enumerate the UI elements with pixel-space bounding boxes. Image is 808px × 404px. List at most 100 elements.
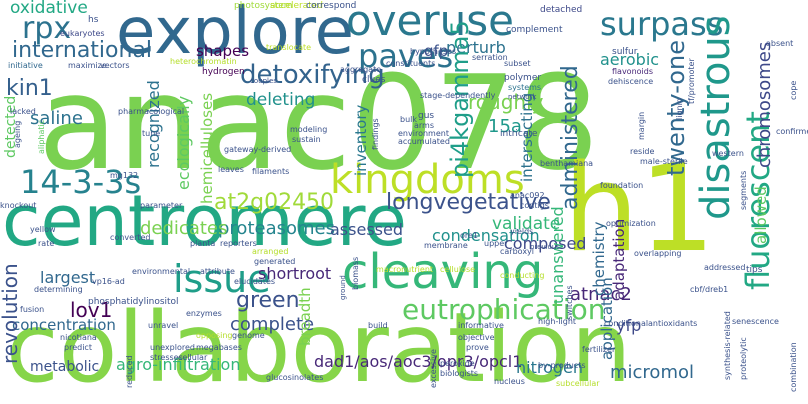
word-tune: tune — [142, 129, 161, 138]
word-benthamiana: benthamiana — [540, 159, 594, 168]
word-lacked: lacked — [10, 107, 36, 116]
word-constituents: constituents — [386, 59, 436, 68]
word-previous: previous — [530, 243, 560, 251]
word-stresses: stresses — [150, 353, 183, 362]
word-atnac2: atnac2 — [570, 284, 632, 305]
word-breadth: breadth — [296, 287, 314, 346]
word-inventory: inventory — [352, 104, 370, 176]
word-fluorescent: detoxifying — [240, 60, 385, 90]
word-dr-waheed: conducting — [500, 271, 545, 280]
word-nitrogen: nitrogen — [516, 358, 584, 377]
word-revolution: revolution — [0, 263, 22, 364]
word-combination: margin — [637, 111, 646, 140]
word-nucleus: biologists — [440, 369, 479, 378]
word-environment: environment — [398, 129, 449, 138]
word-antioxidants: antioxidants — [648, 319, 698, 328]
word-addressed: addressed — [704, 263, 746, 272]
word-findings: absent — [766, 39, 794, 48]
word-vp16-ad: vp16-ad — [92, 277, 125, 286]
word-maximize: maximize — [68, 61, 107, 70]
word-centromere: centromere — [2, 180, 407, 262]
word-systems: systems — [508, 83, 542, 92]
word-nicotiana: nicotiana — [60, 333, 97, 342]
word-14-3-3s: 14-3-3s — [20, 163, 142, 201]
word-optimization: findings — [371, 118, 380, 150]
word-international: international — [12, 38, 153, 63]
word-build: build — [368, 321, 388, 330]
word-15a: 15a — [488, 116, 522, 137]
word-ageing: ageing — [13, 120, 22, 148]
word-excessive: subcellular — [556, 379, 600, 388]
word-attribute: attribute — [200, 267, 235, 276]
word-biologists: glucosinolates — [266, 373, 324, 382]
word-network: network — [508, 93, 537, 101]
word-validate: validate — [492, 214, 561, 234]
word-heterochromatin: heterochromatin — [170, 57, 237, 66]
word-modeling: modeling — [290, 125, 328, 134]
word-segments: lignin — [675, 98, 684, 120]
word-senescence: senescence — [732, 317, 779, 326]
word-vectors: vectors — [100, 61, 130, 70]
word-predict: predict — [64, 343, 92, 352]
word-environmental: environmental — [132, 267, 191, 276]
word-aliphatic: aliphatic — [37, 119, 46, 154]
word-cleaving: cleaving — [342, 244, 544, 300]
word-aggregate: aggregate — [340, 65, 382, 74]
word-elucidates: elucidates — [234, 277, 276, 286]
word-conducting: cope — [789, 80, 798, 100]
word-gateway-derived: gateway-derived — [224, 145, 292, 154]
word-proteasomes: proteasomes — [218, 218, 335, 239]
word-stage-dependently: ground — [339, 275, 347, 300]
word-green: green — [236, 288, 300, 313]
word-overlapping: overlapping — [634, 249, 682, 258]
word-pharmacological: pharmacological — [118, 107, 185, 116]
word-aerobic: aerobic — [600, 50, 660, 69]
word-correspond: correspond — [306, 1, 357, 11]
word-largest: largest — [40, 268, 96, 287]
word-eukaryotes: eukaryotes — [60, 29, 105, 38]
word-explore: explore — [116, 0, 354, 69]
word-determining: determining — [34, 285, 83, 294]
word-flavonoids: flavonoids — [612, 67, 654, 76]
word-arranged: arranged — [252, 247, 289, 256]
word-dad1: dad1/aos/aoc3/opr3/opcl1 — [314, 352, 523, 371]
word-phosphatidylinositol: phosphatidylinositol — [88, 297, 179, 307]
word-confirmed: stage-dependently — [420, 91, 496, 100]
word-accelerated: accelerated — [270, 1, 323, 11]
word-tips: tips — [746, 265, 763, 275]
word-initiative: initiative — [8, 61, 43, 70]
word-high-light: high-light — [538, 317, 577, 326]
word-knockout: knockout — [0, 201, 37, 210]
word-tf-promoter: tf/promoter — [687, 58, 696, 104]
word-informative: informative — [458, 321, 504, 330]
word-glucosinolates: reduced — [125, 355, 134, 388]
word-rpx: rpx — [22, 11, 72, 46]
word-roughly: roughly — [468, 90, 544, 114]
word-detached: detached — [540, 5, 583, 15]
word-synthesis-related: switches — [565, 285, 574, 320]
word-issue: issue — [173, 257, 271, 301]
word-margin: western — [712, 149, 744, 158]
word-assessed: assessed — [330, 220, 403, 239]
word-micromol: micromol — [610, 362, 694, 383]
word-opposing: opposing — [196, 331, 233, 340]
word-bulk: bulk — [400, 115, 418, 124]
word-hypotheses: proteolytic — [739, 337, 748, 380]
word-yellow: yellow — [30, 225, 56, 234]
word-sulfur: sulfur — [612, 47, 638, 57]
word-condensation: condensation — [432, 226, 540, 245]
word-switches: excessive — [429, 349, 438, 388]
word-polymer: polymer — [504, 73, 542, 83]
word-yfp: yfp — [616, 316, 642, 335]
word-perturb: perturb — [446, 38, 506, 57]
word-conditional: conditional — [604, 319, 649, 328]
word-agro-infiltration: agro-infiltration — [116, 355, 241, 374]
word-overuse: overuse — [346, 0, 514, 45]
word-anac092: anac092 — [510, 191, 545, 200]
word-paves: paves — [358, 37, 454, 75]
word-deleting: deleting — [246, 90, 316, 110]
word-photosystem: photosystem — [234, 1, 293, 11]
word-megabases: megabases — [196, 343, 242, 352]
word-clues: clues — [362, 75, 386, 85]
